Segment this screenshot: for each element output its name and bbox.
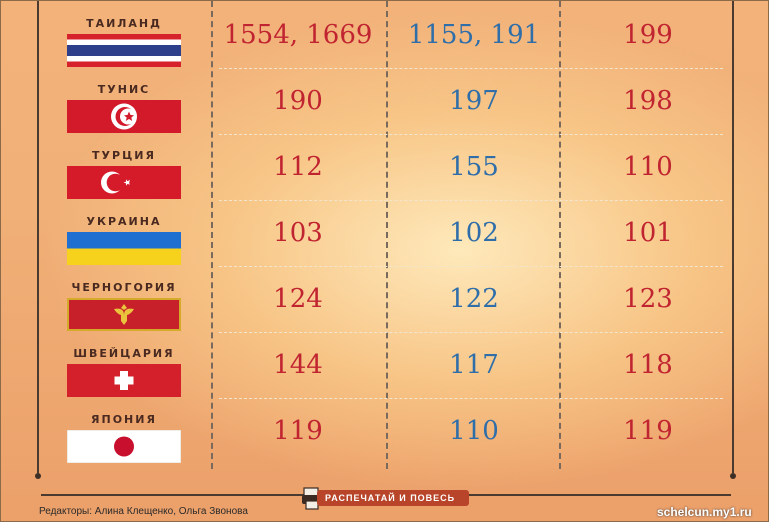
number-col-1: 190 [273,86,323,116]
number-col-2: 117 [449,350,499,380]
number-col-1: 119 [273,416,323,446]
column-separator [211,1,213,469]
table-row: ТУРЦИЯ 112 155 110 [1,134,769,201]
number-col-2: 122 [449,284,499,314]
turkey-flag [67,166,181,199]
column-separator [559,1,561,469]
row-separator [219,266,723,267]
number-col-2: 102 [449,218,499,248]
tunisia-flag [67,100,181,133]
number-col-3: 123 [623,284,673,314]
country-name: ЧЕРНОГОРИЯ [71,281,177,294]
print-and-hang-button[interactable]: РАСПЕЧАТАЙ И ПОВЕСЬ [299,486,475,510]
table-row: ТУНИС 190 197 198 [1,68,769,135]
frame-line-right [732,1,734,473]
japan-flag [67,430,181,463]
number-col-1: 144 [273,350,323,380]
number-col-1: 1554, 1669 [223,20,373,50]
number-col-2: 110 [449,416,499,446]
number-col-1: 112 [273,152,323,182]
country-name: ТАИЛАНД [86,17,162,30]
ukraine-flag [67,232,181,265]
country-name: ТУНИС [97,83,151,96]
country-name: ЯПОНИЯ [91,413,157,426]
number-col-3: 118 [623,350,673,380]
montenegro-flag [67,298,181,331]
table-row: ШВЕЙЦАРИЯ 144 117 118 [1,332,769,399]
number-col-2: 197 [449,86,499,116]
row-separator [219,398,723,399]
table-row: ТАИЛАНД 1554, 1669 1155, 191 199 [1,2,769,69]
number-col-3: 101 [623,218,673,248]
number-col-2: 1155, 191 [407,20,541,50]
frame-dot-left [35,473,41,479]
row-separator [219,134,723,135]
number-col-3: 198 [623,86,673,116]
number-col-1: 103 [273,218,323,248]
table-row: ЯПОНИЯ 119 110 119 [1,398,769,464]
number-col-3: 110 [623,152,673,182]
print-button-background [317,490,469,506]
watermark: schelcun.my1.ru [657,505,752,519]
table-row: ЧЕРНОГОРИЯ 124 122 123 [1,266,769,333]
frame-dot-right [730,473,736,479]
thailand-flag [67,34,181,67]
editors-credit: Редакторы: Алина Клещенко, Ольга Звонова [39,506,248,517]
frame-line-left [37,1,39,473]
table-row: УКРАИНА 103 102 101 [1,200,769,267]
number-col-3: 199 [623,20,673,50]
country-name: УКРАИНА [86,215,162,228]
row-separator [219,200,723,201]
switzerland-flag [67,364,181,397]
number-col-2: 155 [449,152,499,182]
number-col-3: 119 [623,416,673,446]
country-name: ТУРЦИЯ [92,149,156,162]
row-separator [219,332,723,333]
column-separator [386,1,388,469]
number-col-1: 124 [273,284,323,314]
row-separator [219,68,723,69]
print-button-label: РАСПЕЧАТАЙ И ПОВЕСЬ [325,493,456,503]
country-name: ШВЕЙЦАРИЯ [73,347,175,360]
